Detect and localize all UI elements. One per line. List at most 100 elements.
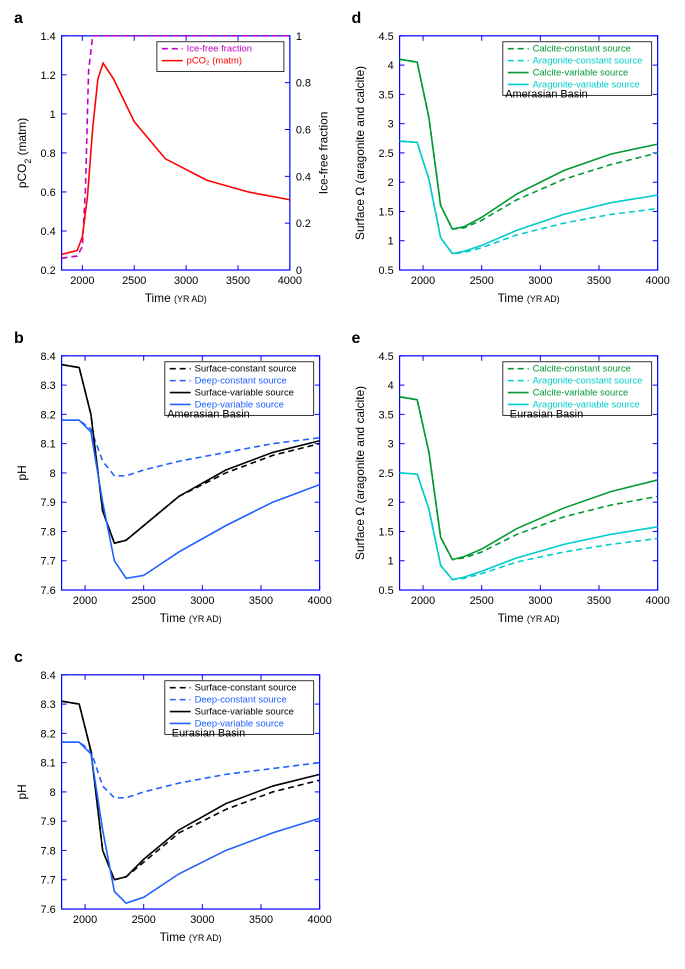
- svg-text:8.4: 8.4: [40, 670, 55, 682]
- svg-text:pCO₂ (matm): pCO₂ (matm): [187, 55, 242, 66]
- svg-text:0.2: 0.2: [40, 265, 55, 277]
- svg-text:2500: 2500: [132, 595, 156, 607]
- svg-text:Time (YR AD): Time (YR AD): [160, 610, 222, 624]
- svg-text:2000: 2000: [73, 914, 97, 926]
- panel-a-label: a: [14, 10, 23, 28]
- svg-text:7.7: 7.7: [40, 875, 55, 887]
- panel-e-svg: 200025003000350040000.511.522.533.544.5T…: [348, 330, 676, 640]
- svg-text:0.8: 0.8: [296, 78, 311, 90]
- svg-text:8.1: 8.1: [40, 438, 55, 450]
- panel-c: c 200025003000350040007.67.77.87.988.18.…: [10, 649, 338, 959]
- svg-text:2.5: 2.5: [378, 468, 393, 480]
- svg-text:4: 4: [387, 60, 393, 72]
- panel-e: e 200025003000350040000.511.522.533.544.…: [348, 330, 676, 640]
- svg-text:1.5: 1.5: [378, 526, 393, 538]
- svg-text:4000: 4000: [645, 595, 669, 607]
- figure-grid: a 2000 2500 3000 3500 4000 0.2 0.4 0.6 0.8 1 1.2 1.…: [10, 10, 675, 959]
- svg-text:0.8: 0.8: [40, 148, 55, 160]
- svg-text:Deep-variable source: Deep-variable source: [195, 398, 284, 409]
- svg-text:8.3: 8.3: [40, 380, 55, 392]
- panel-empty: [348, 649, 676, 959]
- svg-text:2: 2: [387, 177, 393, 189]
- svg-text:0.5: 0.5: [378, 265, 393, 277]
- svg-text:3: 3: [387, 119, 393, 131]
- svg-text:Calcite-constant source: Calcite-constant source: [532, 362, 630, 373]
- svg-text:8: 8: [50, 468, 56, 480]
- svg-text:2000: 2000: [70, 275, 94, 287]
- panel-b-svg: 200025003000350040007.67.77.87.988.18.28…: [10, 330, 338, 640]
- svg-text:2.5: 2.5: [378, 148, 393, 160]
- panel-b-label: b: [14, 330, 24, 348]
- svg-text:Calcite-constant source: Calcite-constant source: [532, 43, 630, 54]
- svg-text:7.8: 7.8: [40, 526, 55, 538]
- svg-text:1.2: 1.2: [40, 70, 55, 82]
- svg-text:Ice-free fraction: Ice-free fraction: [317, 112, 331, 195]
- svg-text:3.5: 3.5: [378, 89, 393, 101]
- svg-text:3000: 3000: [528, 595, 552, 607]
- svg-text:0.2: 0.2: [296, 218, 311, 230]
- svg-text:3000: 3000: [190, 914, 214, 926]
- svg-text:3000: 3000: [174, 275, 198, 287]
- svg-text:3500: 3500: [249, 595, 273, 607]
- svg-text:3000: 3000: [190, 595, 214, 607]
- svg-text:Amerasian Basin: Amerasian Basin: [167, 408, 249, 420]
- svg-text:1.5: 1.5: [378, 206, 393, 218]
- svg-text:pH: pH: [15, 465, 29, 480]
- svg-text:3.5: 3.5: [378, 409, 393, 421]
- svg-text:Deep-constant source: Deep-constant source: [195, 374, 287, 385]
- svg-text:8: 8: [50, 787, 56, 799]
- svg-text:1: 1: [50, 109, 56, 121]
- svg-text:1.4: 1.4: [40, 31, 55, 43]
- panel-a-svg: 200025003000350040000.20.40.60.811.21.40…: [10, 10, 338, 320]
- svg-text:1: 1: [296, 31, 302, 43]
- svg-text:0.6: 0.6: [296, 124, 311, 136]
- panel-c-svg: 200025003000350040007.67.77.87.988.18.28…: [10, 649, 338, 959]
- svg-text:Time (YR AD): Time (YR AD): [160, 930, 222, 944]
- svg-text:2000: 2000: [410, 275, 434, 287]
- svg-text:7.9: 7.9: [40, 816, 55, 828]
- svg-text:2000: 2000: [73, 595, 97, 607]
- svg-text:Surface Ω (aragonite and calci: Surface Ω (aragonite and calcite): [352, 66, 366, 240]
- svg-text:2: 2: [387, 497, 393, 509]
- svg-text:3500: 3500: [586, 595, 610, 607]
- svg-text:Aragonite-constant source: Aragonite-constant source: [532, 55, 642, 66]
- svg-text:8.2: 8.2: [40, 729, 55, 741]
- svg-text:Surface-variable source: Surface-variable source: [195, 706, 294, 717]
- svg-text:Deep-constant source: Deep-constant source: [195, 694, 287, 705]
- svg-text:8.4: 8.4: [40, 350, 55, 362]
- panel-d: d 200025003000350040000.511.522.533.544.…: [348, 10, 676, 320]
- svg-text:4.5: 4.5: [378, 350, 393, 362]
- svg-text:7.6: 7.6: [40, 904, 55, 916]
- svg-text:pH: pH: [15, 785, 29, 800]
- svg-text:Calcite-variable source: Calcite-variable source: [532, 386, 628, 397]
- svg-text:0.4: 0.4: [296, 171, 311, 183]
- svg-text:7.6: 7.6: [40, 585, 55, 597]
- svg-text:0.4: 0.4: [40, 226, 55, 238]
- svg-text:4: 4: [387, 380, 393, 392]
- svg-text:0.5: 0.5: [378, 585, 393, 597]
- svg-text:Time (YR AD): Time (YR AD): [145, 291, 207, 305]
- svg-text:Aragonite-variable source: Aragonite-variable source: [532, 78, 639, 89]
- svg-text:1: 1: [387, 236, 393, 248]
- svg-text:Surface-variable source: Surface-variable source: [195, 386, 294, 397]
- svg-text:4000: 4000: [308, 595, 332, 607]
- svg-text:7.8: 7.8: [40, 846, 55, 858]
- svg-text:4000: 4000: [645, 275, 669, 287]
- svg-text:Aragonite-variable source: Aragonite-variable source: [532, 398, 639, 409]
- panel-a: a 200025003000350040000.20.40.60.811.21.…: [10, 10, 338, 320]
- svg-text:3500: 3500: [249, 914, 273, 926]
- svg-text:2500: 2500: [122, 275, 146, 287]
- svg-text:4.5: 4.5: [378, 31, 393, 43]
- svg-text:8.2: 8.2: [40, 409, 55, 421]
- panel-c-label: c: [14, 649, 23, 667]
- svg-text:Ice-free fraction: Ice-free fraction: [187, 43, 252, 54]
- svg-text:8.1: 8.1: [40, 758, 55, 770]
- svg-text:3500: 3500: [586, 275, 610, 287]
- panel-d-svg: 200025003000350040000.511.522.533.544.5T…: [348, 10, 676, 320]
- svg-text:3: 3: [387, 438, 393, 450]
- svg-text:3000: 3000: [528, 275, 552, 287]
- svg-text:2500: 2500: [469, 275, 493, 287]
- panel-d-label: d: [352, 10, 362, 28]
- svg-text:7.7: 7.7: [40, 555, 55, 567]
- svg-text:Surface Ω (aragonite and calci: Surface Ω (aragonite and calcite): [352, 385, 366, 559]
